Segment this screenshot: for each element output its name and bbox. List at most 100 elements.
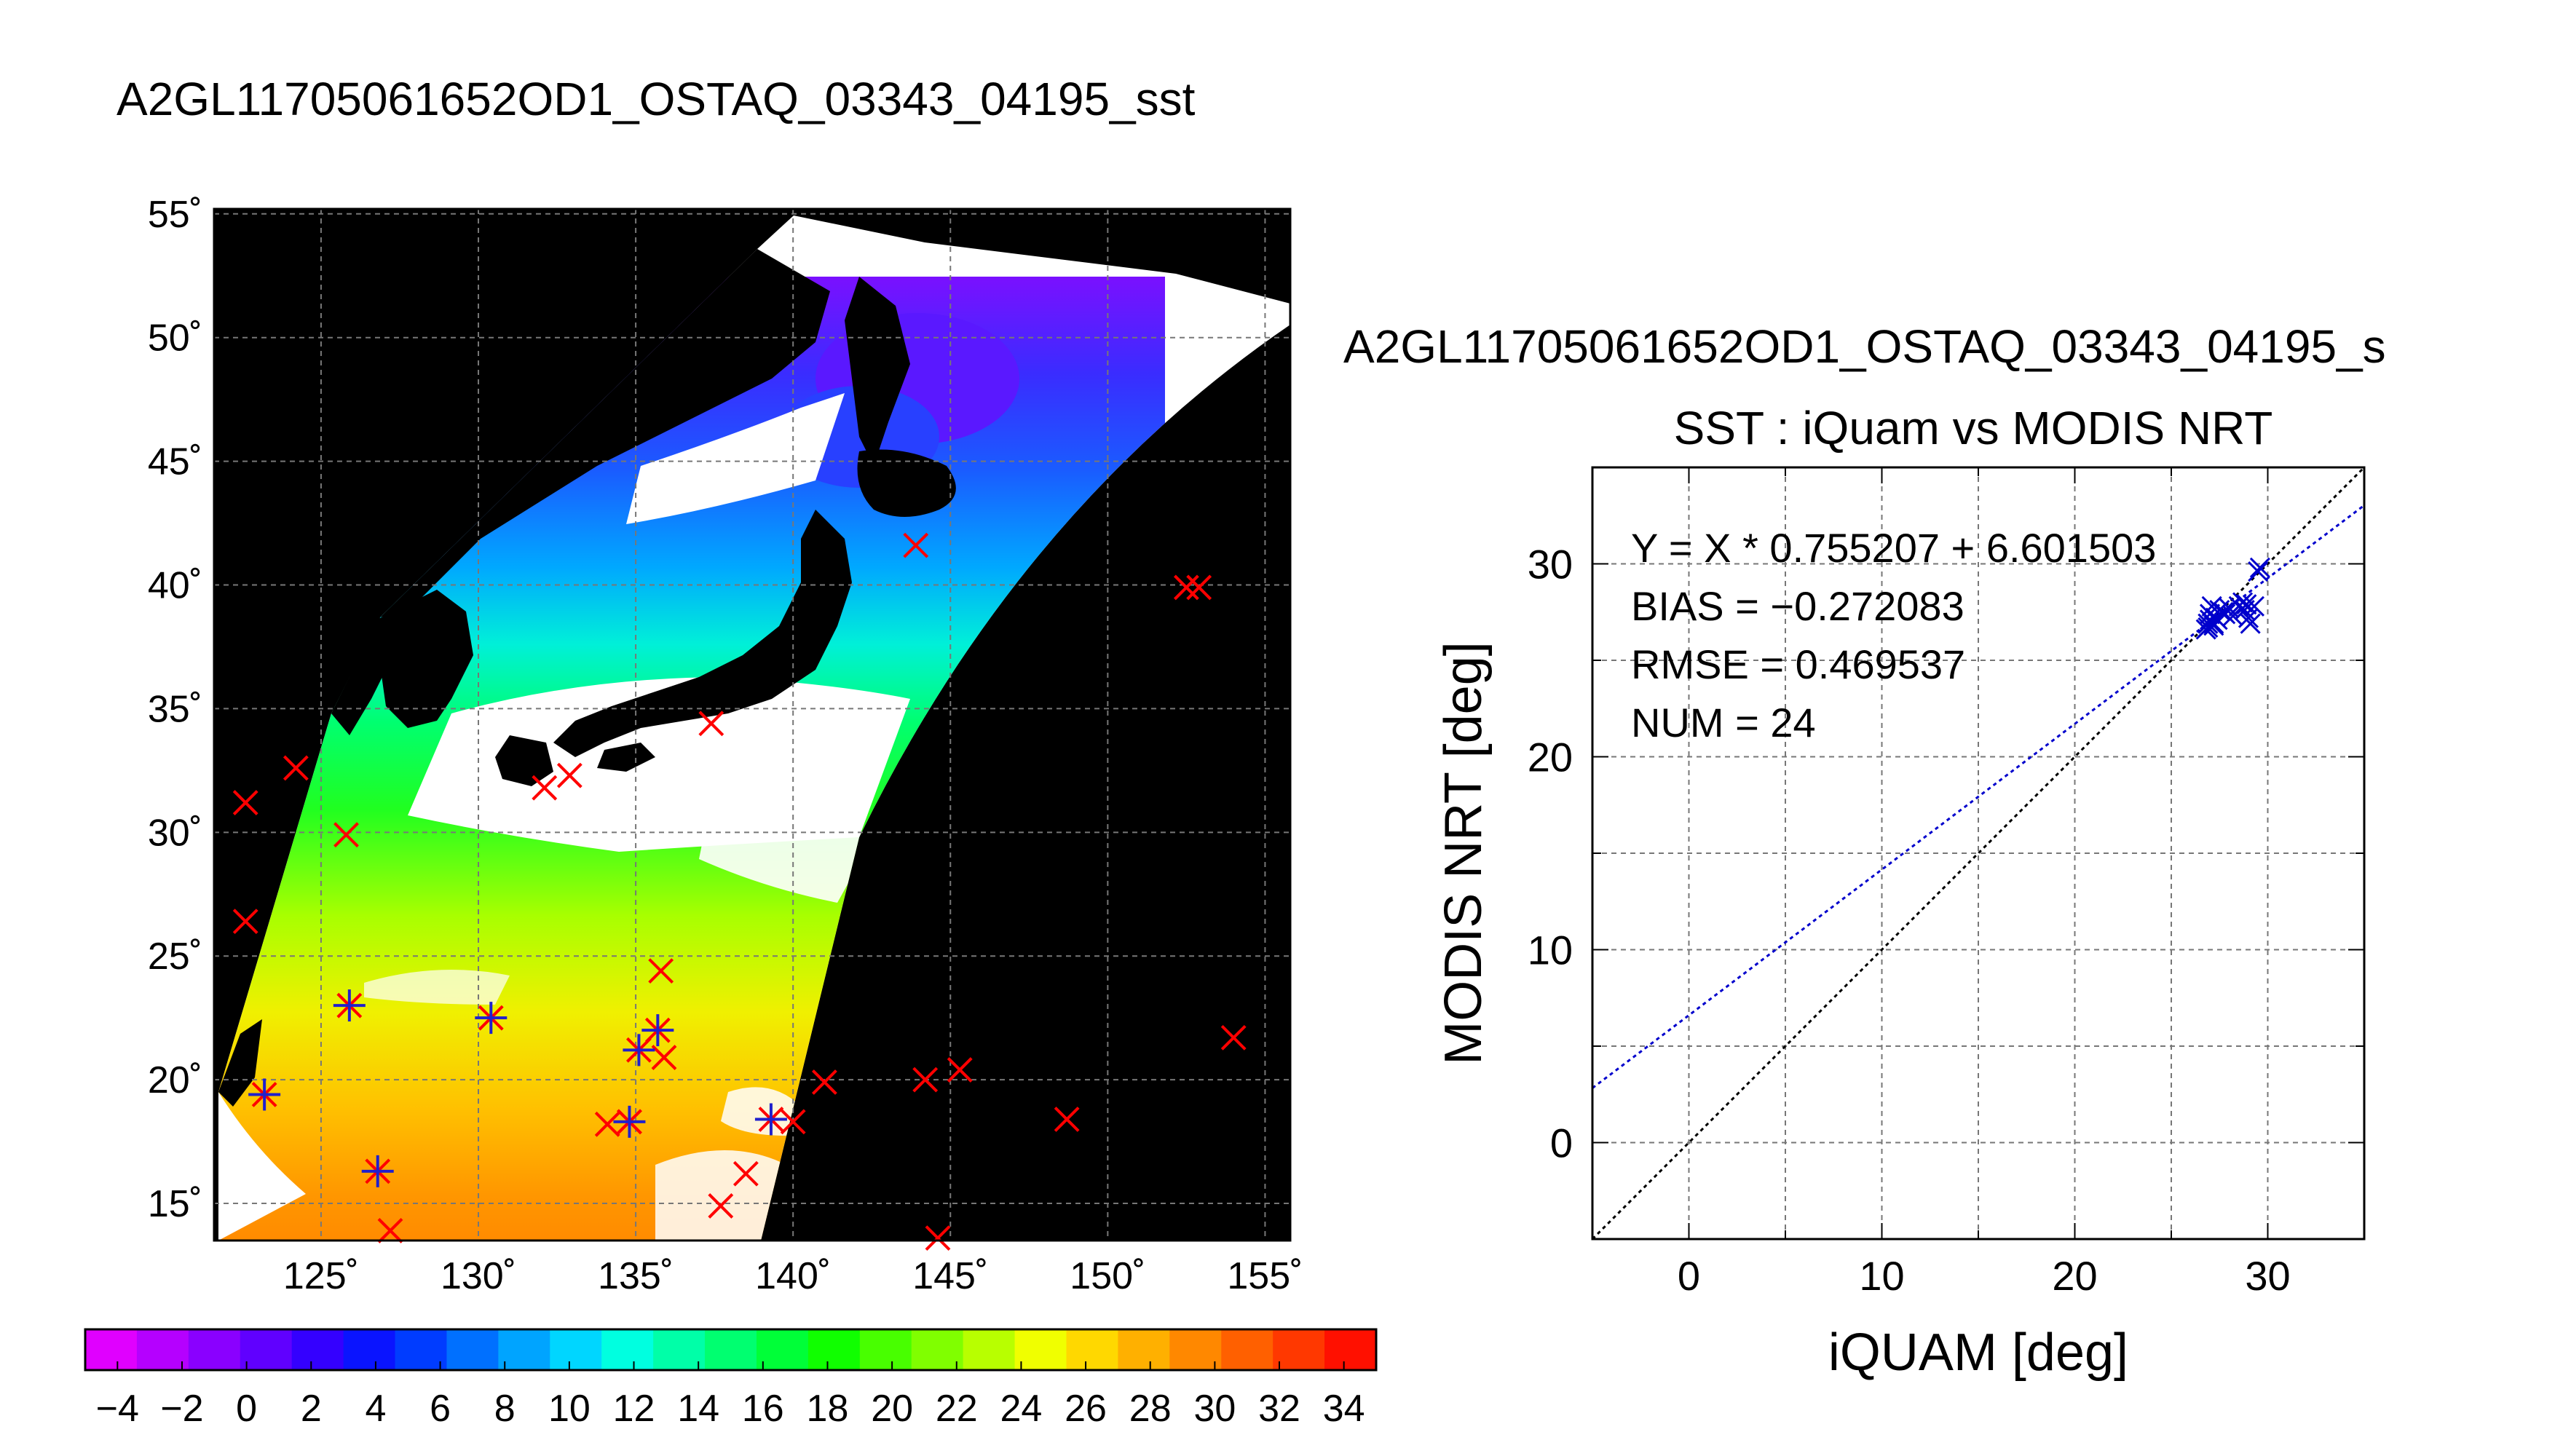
insitu-point bbox=[377, 1217, 403, 1243]
scatter-y-tick-label: 30 bbox=[1528, 542, 1573, 587]
colorbar-segment bbox=[1221, 1329, 1273, 1370]
colorbar-tick-label: 22 bbox=[936, 1388, 978, 1430]
matchup-point bbox=[641, 1014, 674, 1047]
insitu-point bbox=[556, 762, 583, 788]
colorbar-tick-label: 34 bbox=[1323, 1388, 1365, 1430]
insitu-point bbox=[708, 1193, 734, 1219]
colorbar-segment bbox=[1014, 1329, 1067, 1370]
colorbar-tick-label: 6 bbox=[430, 1388, 451, 1430]
map-y-tick-label: 40˚ bbox=[148, 565, 202, 607]
insitu-point bbox=[947, 1057, 973, 1083]
colorbar-tick-label: 32 bbox=[1258, 1388, 1300, 1430]
insitu-point bbox=[732, 1160, 759, 1187]
colorbar-segment bbox=[1324, 1329, 1377, 1370]
map-x-tick-label: 145˚ bbox=[912, 1255, 988, 1297]
colorbar-segment bbox=[136, 1329, 189, 1370]
colorbar-segment bbox=[188, 1329, 241, 1370]
insitu-point bbox=[912, 1067, 939, 1093]
matchup-point bbox=[361, 1155, 394, 1187]
colorbar-tick-label: 20 bbox=[871, 1388, 913, 1430]
map-y-tick-label: 15˚ bbox=[148, 1183, 202, 1225]
colorbar-segment bbox=[1273, 1329, 1325, 1370]
colorbar-tick-label: 18 bbox=[807, 1388, 849, 1430]
colorbar-segment bbox=[498, 1329, 550, 1370]
matchup-point bbox=[475, 1002, 508, 1034]
scatter-ylabel: MODIS NRT [deg] bbox=[1434, 641, 1493, 1065]
insitu-point bbox=[1220, 1024, 1247, 1051]
scatter-x-tick-label: 20 bbox=[2052, 1253, 2097, 1299]
map-grid bbox=[214, 209, 1290, 1241]
scatter-point bbox=[2248, 561, 2269, 582]
insitu-point bbox=[532, 775, 558, 801]
matchup-point bbox=[613, 1105, 646, 1138]
scatter-points bbox=[2195, 557, 2270, 640]
map-y-tick-label: 35˚ bbox=[148, 688, 202, 730]
colorbar-tick-label: 24 bbox=[1000, 1388, 1043, 1430]
scatter-y-tick-label: 20 bbox=[1528, 735, 1573, 780]
colorbar-tick-label: 0 bbox=[236, 1388, 257, 1430]
colorbar-segment bbox=[807, 1329, 861, 1370]
colorbar-tick-label: 2 bbox=[301, 1388, 322, 1430]
insitu-point bbox=[232, 790, 258, 815]
insitu-point bbox=[925, 1225, 951, 1251]
scatter-y-tick-label: 10 bbox=[1528, 927, 1573, 973]
stats-annotation: NUM = 24 bbox=[1631, 700, 1816, 745]
scatter-plot-area: Y = X * 0.755207 + 6.601503 BIAS = −0.272… bbox=[1528, 466, 2366, 1299]
colorbar-tick-label: −2 bbox=[160, 1388, 203, 1430]
regression-line bbox=[1592, 504, 2364, 1089]
map-y-tick-label: 25˚ bbox=[148, 935, 202, 978]
colorbar-segment bbox=[85, 1329, 138, 1370]
map-y-tick-label: 20˚ bbox=[148, 1059, 202, 1101]
insitu-point bbox=[648, 958, 674, 984]
map-title: A2GL11705061652OD1_OSTAQ_03343_04195_sst bbox=[117, 73, 1196, 125]
map-x-tick-label: 140˚ bbox=[755, 1255, 831, 1297]
colorbar-segment bbox=[395, 1329, 448, 1370]
map-y-tick-label: 55˚ bbox=[148, 194, 202, 236]
scatter-title: SST : iQuam vs MODIS NRT bbox=[1674, 402, 2273, 454]
colorbar-segment bbox=[343, 1329, 396, 1370]
insitu-point bbox=[903, 532, 929, 558]
scatter-point bbox=[2243, 596, 2265, 617]
map-x-tick-label: 130˚ bbox=[441, 1255, 516, 1297]
insitu-point bbox=[651, 1045, 677, 1070]
colorbar-segment bbox=[911, 1329, 964, 1370]
insitu-point bbox=[811, 1069, 837, 1095]
map-frame bbox=[213, 207, 1292, 1242]
colorbar-segment bbox=[756, 1329, 809, 1370]
colorbar-segment bbox=[963, 1329, 1016, 1370]
colorbar-segment bbox=[601, 1329, 654, 1370]
stats-annotation: BIAS = −0.272083 bbox=[1631, 583, 1964, 629]
map-x-tick-label: 135˚ bbox=[598, 1255, 674, 1297]
matchup-point bbox=[248, 1078, 281, 1111]
scatter-x-tick-label: 30 bbox=[2245, 1253, 2290, 1299]
map-x-tick-label: 155˚ bbox=[1227, 1255, 1303, 1297]
map-y-axis: 15˚ 20˚ 25˚ 30˚ 35˚ 40˚ 45˚ 50˚ 55˚ bbox=[148, 194, 202, 1225]
scatter-point bbox=[2249, 557, 2270, 578]
insitu-point bbox=[1173, 574, 1199, 601]
scatter-xlabel: iQUAM [deg] bbox=[1828, 1324, 2128, 1382]
map-y-tick-label: 45˚ bbox=[148, 441, 202, 483]
insitu-point bbox=[1054, 1107, 1080, 1132]
insitu-point bbox=[698, 711, 724, 737]
scatter-axes: 0 10 20 30 0 10 20 30 bbox=[1528, 467, 2364, 1299]
map-y-tick-label: 30˚ bbox=[148, 812, 202, 854]
stats-annotation: RMSE = 0.469537 bbox=[1631, 641, 1965, 687]
insitu-point bbox=[780, 1109, 806, 1135]
colorbar-tick-label: 16 bbox=[742, 1388, 784, 1430]
colorbar-segment bbox=[653, 1329, 706, 1370]
scatter-point bbox=[2240, 613, 2261, 634]
colorbar-segment bbox=[859, 1329, 912, 1370]
stats-annotations: Y = X * 0.755207 + 6.601503 BIAS = −0.272… bbox=[1631, 525, 2156, 745]
colorbar-tick-label: 4 bbox=[365, 1388, 386, 1430]
scatter-x-tick-label: 0 bbox=[1678, 1253, 1700, 1299]
insitu-point bbox=[594, 1111, 620, 1137]
scatter-point bbox=[2232, 592, 2254, 613]
scatter-point bbox=[2236, 594, 2257, 615]
scatter-y-tick-label: 0 bbox=[1550, 1120, 1573, 1166]
scatter-suptitle: A2GL11705061652OD1_OSTAQ_03343_04195_s bbox=[1343, 320, 2386, 373]
colorbar-segment bbox=[550, 1329, 602, 1370]
map-x-tick-label: 125˚ bbox=[283, 1255, 359, 1297]
colorbar-segment bbox=[240, 1329, 293, 1370]
map-points bbox=[232, 532, 1247, 1251]
